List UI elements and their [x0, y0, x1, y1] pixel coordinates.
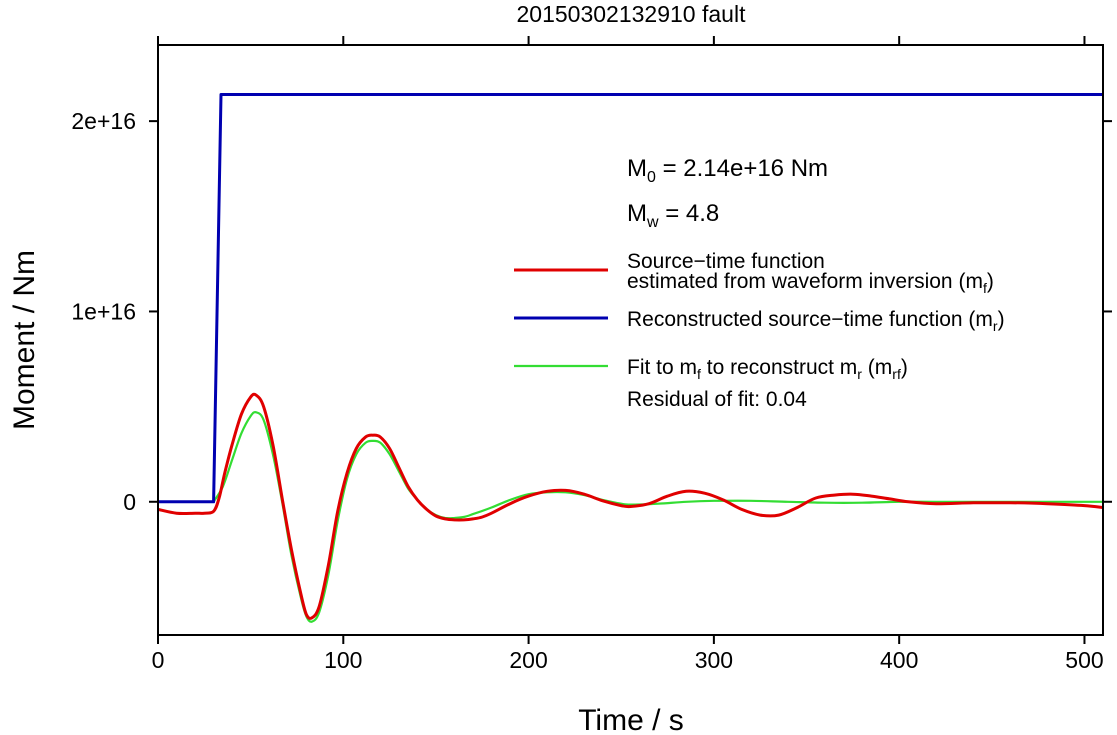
x-tick-labels: 0 100 200 300 400 500 — [152, 647, 1104, 673]
legend-label-mrf: Fit to mf to reconstruct mr (mrf) — [627, 356, 908, 382]
legend-label-mf-line1: Source−time function — [627, 250, 825, 273]
series-line-mr — [158, 93, 1103, 504]
series-line-mf — [158, 392, 1103, 620]
x-axis-title: Time / s — [578, 704, 684, 735]
plot-frame — [157, 44, 1104, 636]
axis-ticks — [149, 36, 1112, 644]
y-tick-labels: 0 1e+16 2e+16 — [71, 108, 136, 515]
legend-label-mf-line2: estimated from waveform inversion (mf) — [627, 270, 994, 296]
y-tick-label-1: 1e+16 — [71, 298, 136, 324]
x-tick-label-1: 100 — [324, 647, 362, 673]
y-tick-label-2: 2e+16 — [71, 108, 136, 134]
x-tick-label-4: 400 — [880, 647, 918, 673]
x-tick-label-5: 500 — [1065, 647, 1103, 673]
series-layer — [158, 93, 1103, 623]
legend-label-mr: Reconstructed source−time function (mr) — [627, 308, 1005, 334]
y-tick-label-0: 0 — [123, 489, 136, 515]
x-tick-label-3: 300 — [695, 647, 733, 673]
y-axis-title: Moment / Nm — [8, 250, 41, 430]
annotation-mw: Mw = 4.8 — [627, 200, 719, 231]
chart-title: 20150302132910 fault — [517, 1, 747, 27]
x-tick-label-0: 0 — [152, 647, 165, 673]
legend: Source−time function estimated from wave… — [514, 250, 1005, 411]
series-line-mrf — [212, 411, 1103, 623]
annotation-residual: Residual of fit: 0.04 — [627, 388, 807, 411]
annotation-m0: M0 = 2.14e+16 Nm — [627, 155, 828, 186]
x-tick-label-2: 200 — [509, 647, 547, 673]
